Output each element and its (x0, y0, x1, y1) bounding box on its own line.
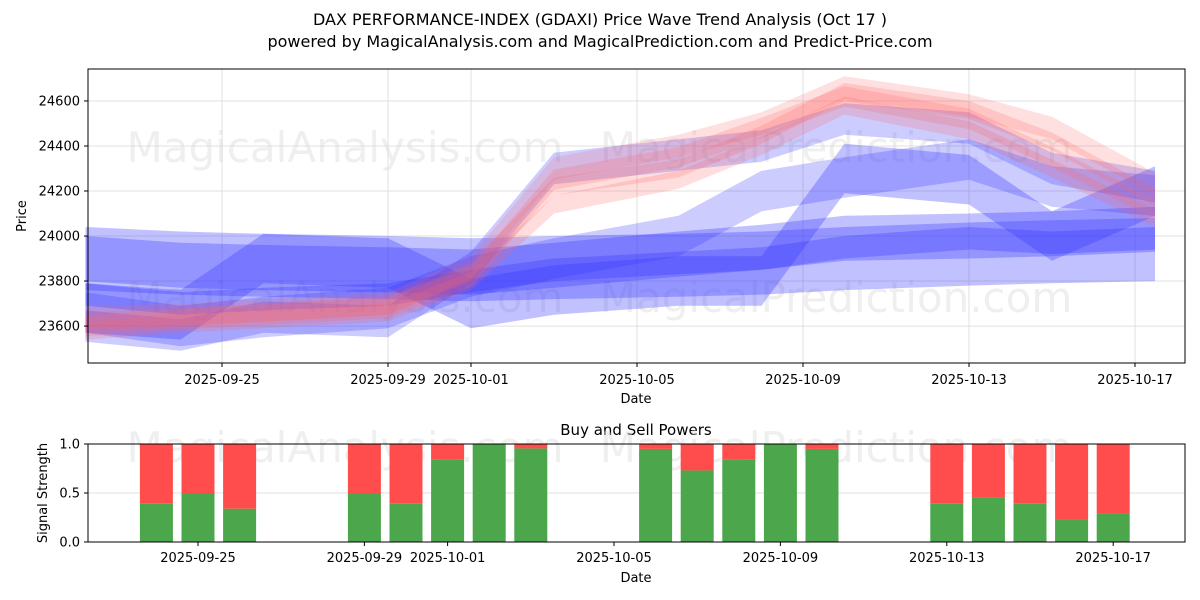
watermark: MagicalAnalysis.com (127, 123, 564, 172)
buy-bar (971, 497, 1005, 542)
buy-bar (181, 493, 215, 542)
buy-bar (1096, 513, 1130, 542)
buy-bar (389, 503, 423, 542)
buy-bar (763, 444, 797, 542)
blue-band-1 (85, 218, 1155, 302)
signal-bars (139, 444, 1130, 542)
price-y-axis-label: Price (15, 200, 30, 232)
buy-bar (347, 493, 381, 542)
price-x-tick-label: 2025-09-25 (184, 373, 260, 388)
sell-bar (181, 444, 215, 493)
sell-bar (722, 444, 756, 460)
price-y-tick-label: 24400 (39, 139, 80, 154)
price-x-tick-label: 2025-09-29 (350, 373, 426, 388)
red-band-1 (85, 86, 1155, 337)
sell-bar (431, 444, 465, 460)
watermark: MagicalPrediction.com (600, 273, 1073, 322)
signal-y-tick-label: 0.5 (59, 487, 80, 502)
price-x-tick-label: 2025-10-01 (433, 373, 509, 388)
buy-bar (431, 459, 465, 542)
signal-x-tick-label: 2025-10-09 (743, 551, 819, 566)
signal-y-tick-label: 1.0 (59, 438, 80, 453)
signal-chart: Buy and Sell Powers MagicalAnalysis.comM… (36, 421, 1186, 586)
signal-x-ticks: 2025-09-25 2025-09-29 2025-10-01 2025-10-05… (160, 542, 1151, 566)
sell-bar (1096, 444, 1130, 514)
watermark: MagicalPrediction.com (600, 123, 1073, 172)
sell-bar (223, 444, 257, 509)
sell-bar (930, 444, 964, 504)
sell-bar (1013, 444, 1047, 504)
chart-subtitle: powered by MagicalAnalysis.com and Magic… (267, 32, 933, 51)
blue-band-5 (85, 103, 1155, 351)
signal-x-tick-label: 2025-10-17 (1075, 551, 1151, 566)
price-y-tick-label: 23800 (39, 275, 80, 290)
sell-bar (639, 444, 673, 449)
signal-y-tick-label: 0.0 (59, 536, 80, 551)
price-y-tick-label: 24000 (39, 230, 80, 245)
price-x-tick-label: 2025-10-17 (1097, 373, 1173, 388)
blue-band-3 (85, 143, 1155, 340)
price-y-tick-label: 24600 (39, 94, 80, 109)
red-band-3 (85, 96, 1155, 340)
signal-y-ticks: 0.0 0.5 1.0 (59, 438, 88, 551)
signal-x-tick-label: 2025-10-13 (909, 551, 985, 566)
sell-bar (514, 444, 548, 449)
price-grid (88, 69, 1185, 363)
blue-band-6 (85, 139, 1155, 347)
buy-bar (1055, 519, 1089, 542)
signal-y-axis-label: Signal Strength (36, 443, 51, 543)
sell-bar (680, 444, 714, 471)
buy-bar (514, 448, 548, 542)
signal-chart-title: Buy and Sell Powers (560, 421, 712, 439)
signal-x-axis-label: Date (620, 571, 651, 586)
watermark: MagicalAnalysis.com (127, 273, 564, 322)
price-x-axis-label: Date (620, 392, 651, 407)
buy-bar (1013, 503, 1047, 542)
price-x-tick-label: 2025-10-05 (599, 373, 675, 388)
price-y-tick-label: 23600 (39, 320, 80, 335)
price-chart: MagicalAnalysis.com MagicalPrediction.com… (15, 68, 1186, 407)
price-x-ticks: 2025-09-25 2025-09-29 2025-10-01 2025-10-05… (184, 363, 1173, 388)
sell-bar (1055, 444, 1089, 520)
buy-bar (680, 470, 714, 542)
signal-x-tick-label: 2025-09-25 (160, 551, 236, 566)
blue-band-4 (85, 227, 1155, 315)
buy-bar (722, 459, 756, 542)
signal-x-tick-label: 2025-09-29 (327, 551, 403, 566)
sell-bar (971, 444, 1005, 498)
buy-bar (930, 503, 964, 542)
price-bands (85, 76, 1155, 351)
price-x-tick-label: 2025-10-13 (931, 373, 1007, 388)
sell-bar (139, 444, 173, 504)
buy-bar (223, 508, 257, 542)
sell-bar (389, 444, 423, 504)
red-band-4 (85, 76, 1155, 329)
chart-title: DAX PERFORMANCE-INDEX (GDAXI) Price Wave… (312, 10, 888, 29)
price-x-tick-label: 2025-10-09 (765, 373, 841, 388)
blue-band-2 (85, 206, 1155, 295)
price-y-ticks: 23600 23800 24000 24200 24400 24600 (39, 94, 88, 335)
signal-x-tick-label: 2025-10-01 (410, 551, 486, 566)
buy-bar (472, 444, 506, 542)
sell-bar (805, 444, 839, 449)
signal-x-tick-label: 2025-10-05 (576, 551, 652, 566)
price-y-tick-label: 24200 (39, 185, 80, 200)
sell-bar (347, 444, 381, 493)
buy-bar (139, 503, 173, 542)
buy-bar (639, 448, 673, 542)
buy-bar (805, 448, 839, 542)
price-watermarks: MagicalAnalysis.com MagicalPrediction.com… (127, 123, 1073, 322)
